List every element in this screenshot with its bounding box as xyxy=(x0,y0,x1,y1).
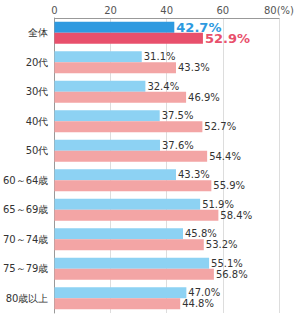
svg-text:52.9%: 52.9% xyxy=(205,31,250,46)
svg-text:31.1%: 31.1% xyxy=(144,51,176,62)
svg-text:55.1%: 55.1% xyxy=(211,258,243,269)
svg-text:40代: 40代 xyxy=(26,116,49,127)
svg-text:43.3%: 43.3% xyxy=(178,169,210,180)
svg-text:20代: 20代 xyxy=(26,57,49,68)
svg-text:53.2%: 53.2% xyxy=(206,239,238,250)
svg-text:20: 20 xyxy=(104,5,117,16)
svg-text:56.8%: 56.8% xyxy=(216,269,248,280)
svg-text:60～64歳: 60～64歳 xyxy=(3,175,48,186)
svg-text:30代: 30代 xyxy=(26,86,49,97)
svg-text:47.0%: 47.0% xyxy=(188,287,220,298)
svg-text:32.4%: 32.4% xyxy=(147,81,179,92)
svg-text:60: 60 xyxy=(216,5,229,16)
svg-text:37.5%: 37.5% xyxy=(162,110,194,121)
svg-text:全体: 全体 xyxy=(28,27,48,38)
svg-text:46.9%: 46.9% xyxy=(188,92,220,103)
svg-text:54.4%: 54.4% xyxy=(209,151,241,162)
svg-text:58.4%: 58.4% xyxy=(220,210,252,221)
svg-text:44.8%: 44.8% xyxy=(182,298,214,309)
svg-text:80(%): 80(%) xyxy=(264,5,294,16)
svg-text:40: 40 xyxy=(160,5,173,16)
svg-text:52.7%: 52.7% xyxy=(204,121,236,132)
svg-text:80歳以上: 80歳以上 xyxy=(6,293,49,304)
svg-text:43.3%: 43.3% xyxy=(178,62,210,73)
svg-text:50代: 50代 xyxy=(26,145,49,156)
svg-text:42.7%: 42.7% xyxy=(176,19,222,35)
svg-text:65～69歳: 65～69歳 xyxy=(3,204,48,215)
svg-text:55.9%: 55.9% xyxy=(213,180,245,191)
svg-text:45.8%: 45.8% xyxy=(185,228,217,239)
svg-text:70～74歳: 70～74歳 xyxy=(3,234,48,245)
svg-text:51.9%: 51.9% xyxy=(202,199,234,210)
svg-text:75～79歳: 75～79歳 xyxy=(3,263,48,274)
svg-text:0: 0 xyxy=(51,5,57,16)
svg-text:37.6%: 37.6% xyxy=(162,140,194,151)
